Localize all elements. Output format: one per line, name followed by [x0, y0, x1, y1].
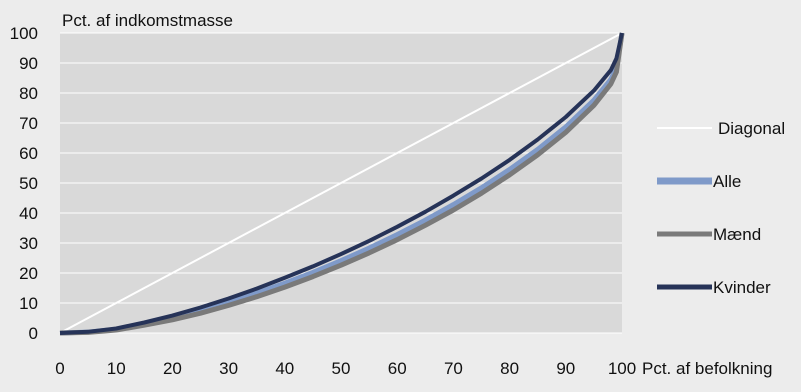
- x-axis-title: Pct. af befolkning: [642, 359, 772, 378]
- gridlines: [60, 32, 622, 334]
- series-line-mænd: [59, 32, 625, 336]
- y-tick-label: 0: [29, 324, 38, 343]
- x-tick-label: 10: [107, 359, 126, 378]
- y-axis-title: Pct. af indkomstmasse: [62, 11, 233, 30]
- x-tick-label: 90: [556, 359, 575, 378]
- legend: Diagonal Alle Mænd Kvinder: [657, 119, 785, 297]
- legend-label: Diagonal: [718, 119, 785, 138]
- series-lines: [59, 32, 625, 336]
- y-tick-label: 60: [19, 144, 38, 163]
- x-tick-label: 60: [388, 359, 407, 378]
- y-tick-label: 90: [19, 54, 38, 73]
- x-tick-label: 20: [163, 359, 182, 378]
- y-tick-label: 10: [19, 294, 38, 313]
- y-tick-label: 30: [19, 234, 38, 253]
- y-tick-label: 100: [10, 24, 38, 43]
- x-tick-label: 70: [444, 359, 463, 378]
- tick-labels: 0 10 20 30 40 50 60 70 80 90 100 0 10 20 30 40 50 60 70 80 9…: [10, 24, 637, 378]
- x-tick-label: 50: [332, 359, 351, 378]
- y-tick-label: 70: [19, 114, 38, 133]
- x-tick-label: 30: [219, 359, 238, 378]
- y-tick-label: 40: [19, 204, 38, 223]
- x-tick-label: 80: [500, 359, 519, 378]
- y-tick-label: 50: [19, 174, 38, 193]
- legend-label: Mænd: [713, 225, 761, 244]
- series-line-diagonal: [59, 32, 623, 334]
- series-line-kvinder: [59, 32, 624, 335]
- x-tick-label: 40: [275, 359, 294, 378]
- y-tick-label: 20: [19, 264, 38, 283]
- x-tick-label: 100: [608, 359, 636, 378]
- legend-label: Kvinder: [713, 278, 771, 297]
- y-tick-label: 80: [19, 84, 38, 103]
- legend-label: Alle: [713, 172, 741, 191]
- x-tick-label: 0: [55, 359, 64, 378]
